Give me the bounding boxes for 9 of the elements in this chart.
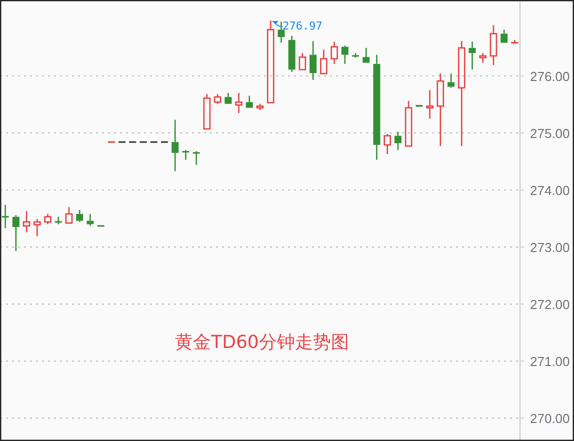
y-tick-label: 271.00 <box>530 354 570 370</box>
y-tick-label: 270.00 <box>530 411 570 426</box>
annotation: 276.97 <box>282 20 322 33</box>
y-tick-label: 273.00 <box>530 240 570 256</box>
y-tick-label: 272.00 <box>530 297 570 312</box>
y-tick-label: 274.00 <box>530 182 570 198</box>
text: 黄金TD60分钟走势图 <box>175 332 349 353</box>
y-tick-label: 276.00 <box>530 68 570 84</box>
y-tick-label: 275.00 <box>530 126 570 141</box>
